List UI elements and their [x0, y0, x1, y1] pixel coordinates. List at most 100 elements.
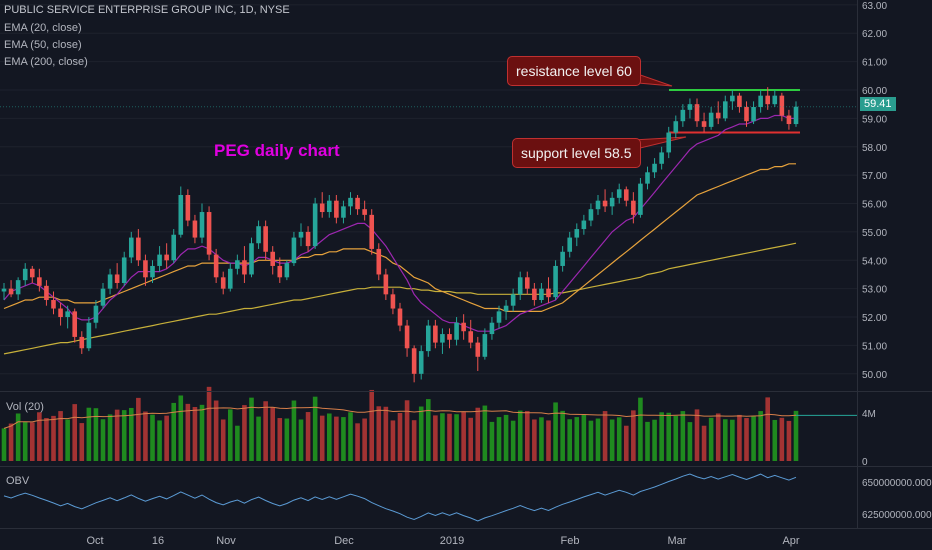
price-tick-label: 62.00 [862, 29, 887, 40]
candle [199, 212, 205, 238]
price-tick-label: 55.00 [862, 228, 887, 239]
candle [128, 237, 134, 258]
candle [510, 294, 516, 306]
candle [687, 104, 693, 110]
indicator-ema20-label[interactable]: EMA (20, close) [4, 22, 82, 34]
volume-bar [609, 419, 615, 461]
volume-bar [744, 418, 749, 461]
obv-pane-label[interactable]: OBV [6, 475, 30, 487]
volume-bar [29, 422, 35, 461]
candle [751, 107, 756, 122]
candle [744, 107, 749, 122]
candle [567, 237, 573, 252]
volume-bar [638, 397, 643, 461]
candle [425, 325, 431, 352]
symbol-title: PUBLIC SERVICE ENTERPRISE GROUP INC, 1D,… [4, 4, 290, 16]
volume-bar [143, 411, 148, 461]
candle [277, 265, 283, 278]
candle [404, 325, 410, 349]
volume-bar [623, 425, 629, 461]
volume-bar [694, 409, 700, 461]
candle [284, 263, 290, 278]
time-tick-label: Feb [561, 535, 580, 547]
candle [609, 197, 615, 207]
candle [227, 268, 233, 289]
volume-bar [79, 423, 85, 461]
volume-bar [185, 403, 191, 461]
indicator-ema200-label[interactable]: EMA (200, close) [4, 56, 88, 68]
candle [150, 265, 155, 278]
volume-bar [447, 413, 452, 461]
candle [355, 197, 360, 210]
volume-bar [8, 423, 14, 461]
candle [730, 95, 735, 102]
volume-bar [249, 397, 254, 461]
obv-tick-label: 650000000.000 [862, 478, 932, 489]
volume-bar [701, 425, 707, 461]
candle [793, 106, 799, 125]
volume-pane-label[interactable]: Vol (20) [6, 401, 44, 413]
volume-bar [786, 420, 792, 461]
candle [298, 231, 304, 238]
candle [574, 229, 580, 238]
candle [447, 334, 452, 340]
volume-bar [397, 413, 403, 461]
price-tick-label: 57.00 [862, 171, 887, 182]
volume-tick-label: 4M [862, 409, 876, 420]
volume-bar [305, 412, 311, 461]
candle [206, 212, 212, 255]
candle [440, 334, 445, 343]
volume-bar [737, 414, 742, 461]
volume-bar [532, 419, 537, 461]
volume-bar [468, 417, 474, 461]
time-tick-label: Oct [86, 535, 103, 547]
candle [305, 231, 311, 247]
candle [454, 322, 459, 340]
candle [659, 152, 664, 164]
candle [220, 277, 226, 289]
volume-bar [496, 417, 502, 461]
volume-bar [235, 425, 240, 461]
candle [51, 300, 56, 309]
volume-bar [539, 417, 544, 461]
volume-bar [284, 418, 290, 461]
volume-tick-label: 0 [862, 457, 868, 468]
candle [171, 234, 177, 261]
pane-divider-volume[interactable] [0, 391, 932, 392]
volume-bar [263, 401, 268, 461]
candle [242, 260, 247, 275]
volume-bar [454, 414, 459, 461]
volume-bar [765, 397, 771, 461]
volume-bar [326, 413, 332, 461]
candle [362, 209, 367, 215]
pane-divider-obv[interactable] [0, 466, 932, 467]
candle [482, 334, 488, 357]
volume-bar [256, 416, 261, 461]
volume-bar [150, 414, 155, 461]
volume-bar [341, 417, 346, 461]
candle [461, 322, 466, 332]
candle [334, 200, 339, 218]
volume-bar [72, 404, 78, 461]
volume-bar [779, 417, 785, 461]
last-price-tag: 59.41 [860, 97, 896, 111]
volume-bar [298, 419, 304, 461]
candle [164, 254, 169, 261]
volume-bar [242, 405, 247, 461]
volume-bar [546, 420, 551, 461]
indicator-ema50-label[interactable]: EMA (50, close) [4, 39, 82, 51]
candle [680, 109, 686, 122]
candle [517, 277, 523, 295]
price-tick-label: 59.00 [862, 114, 887, 125]
volume-bar [157, 420, 162, 461]
resistance-callout: resistance level 60 [507, 56, 641, 86]
volume-bar [425, 399, 431, 461]
volume-bar [277, 418, 283, 461]
candle [645, 172, 650, 184]
candle [475, 342, 481, 357]
volume-bar [588, 420, 594, 461]
candle [312, 203, 318, 247]
volume-bar [793, 410, 799, 461]
